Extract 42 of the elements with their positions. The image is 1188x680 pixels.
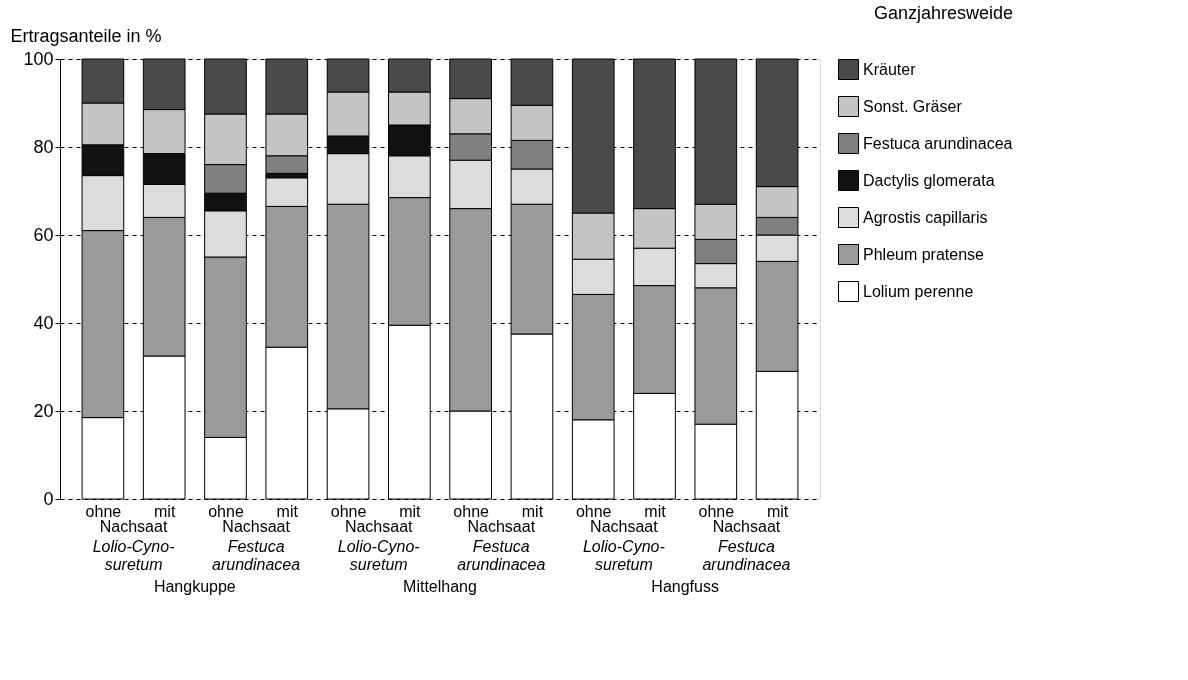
text: Mittelhang bbox=[403, 578, 477, 595]
x-tick-label: mit bbox=[154, 502, 176, 520]
text: Festuca arundinacea bbox=[212, 538, 301, 573]
text: Lolio-Cyno- suretum bbox=[337, 538, 420, 573]
x-tick-label: ohne bbox=[698, 502, 735, 520]
legend-label: Kräuter bbox=[863, 60, 917, 78]
x-tick-label: mit bbox=[644, 502, 667, 520]
text: Nachsaat bbox=[590, 518, 659, 535]
text: Nachsaat bbox=[222, 518, 291, 535]
x-tick-label: mit bbox=[276, 502, 299, 520]
legend-label: Sonst. Gräser bbox=[863, 97, 963, 115]
x-tick-label: ohne bbox=[208, 502, 244, 520]
legend-label: Festuca arundinacea bbox=[863, 134, 1013, 152]
y-tick-label: 20 bbox=[33, 400, 54, 421]
y-axis-title: Ertragsanteile in % bbox=[10, 25, 162, 46]
y-tick-label: 60 bbox=[33, 224, 54, 245]
text: Ganzjahresweide bbox=[873, 3, 1013, 23]
y-tick-label: 0 bbox=[43, 488, 54, 509]
x-tick-label: mit bbox=[399, 502, 422, 520]
legend-label: Phleum pratense bbox=[863, 245, 985, 263]
x-tick-label: ohne bbox=[330, 502, 367, 520]
x-tick-label: ohne bbox=[575, 502, 612, 520]
text: Hangfuss bbox=[651, 578, 719, 595]
text: Festuca arundinacea bbox=[457, 538, 546, 573]
y-tick-label: 80 bbox=[33, 136, 54, 157]
text: Nachsaat bbox=[99, 518, 168, 535]
x-tick-label: ohne bbox=[85, 502, 122, 520]
x-tick-label: mit bbox=[521, 502, 544, 520]
legend-label: Agrostis capillaris bbox=[863, 208, 988, 226]
y-tick-label: 100 bbox=[23, 48, 54, 69]
text: Nachsaat bbox=[467, 518, 536, 535]
text: Nachsaat bbox=[344, 518, 414, 535]
text: Hangkuppe bbox=[153, 578, 236, 595]
text: Lolio-Cyno- suretum bbox=[582, 538, 665, 573]
x-tick-label: mit bbox=[766, 502, 789, 520]
text: Lolio-Cyno- suretum bbox=[92, 538, 175, 573]
text: Nachsaat bbox=[712, 518, 781, 535]
legend-label: Dactylis glomerata bbox=[863, 171, 995, 189]
text: Festuca arundinacea bbox=[702, 538, 791, 573]
legend-label: Lolium perenne bbox=[863, 282, 974, 300]
y-tick-label: 40 bbox=[33, 312, 54, 333]
x-tick-label: ohne bbox=[453, 502, 490, 520]
